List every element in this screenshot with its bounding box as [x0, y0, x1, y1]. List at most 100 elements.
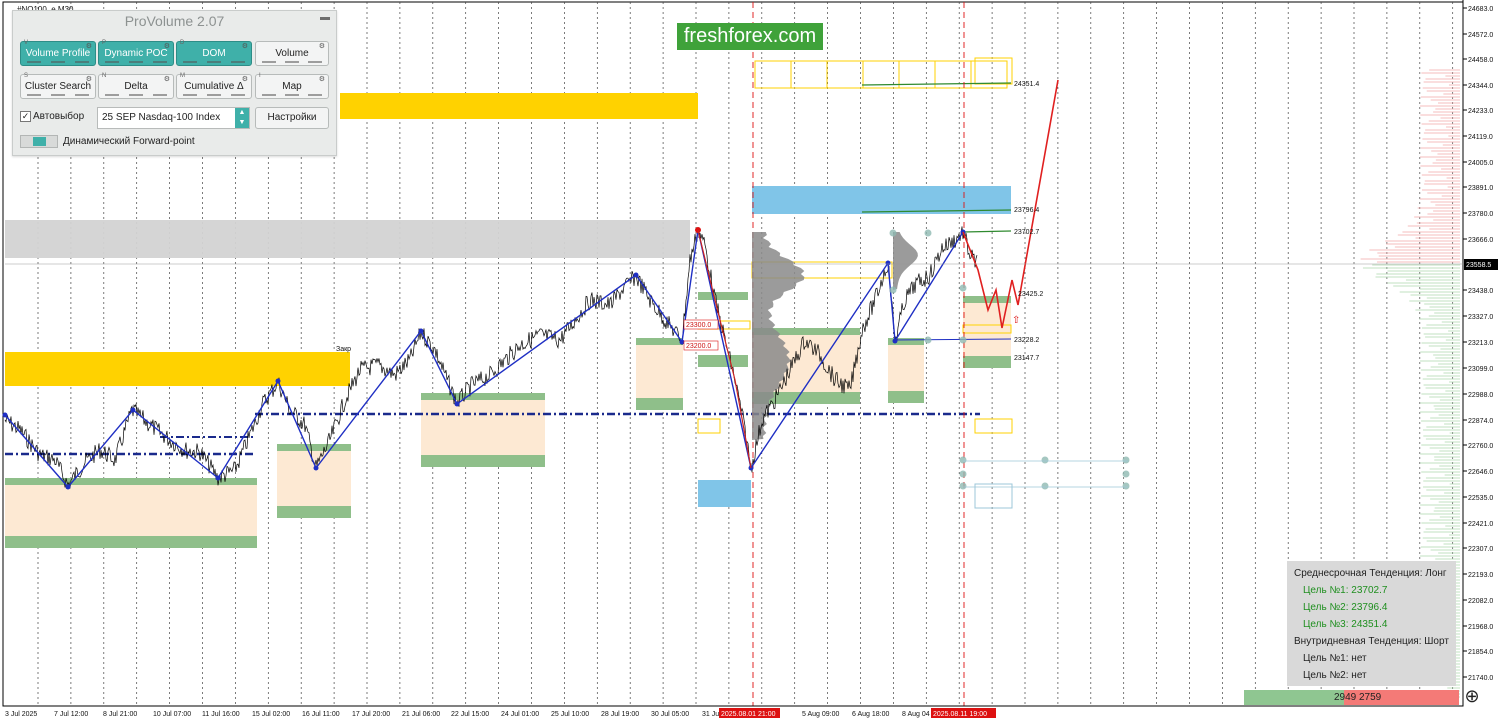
- forward-point-marker: [1041, 482, 1049, 490]
- level-label-23796: 23796.4: [1014, 207, 1039, 214]
- time-tick-label: 22 Jul 15:00: [451, 711, 489, 718]
- liquidity-zone-bottom: [698, 480, 751, 507]
- dynamic-poc-button[interactable]: Dynamic POC P ⚙: [98, 40, 174, 66]
- map-button[interactable]: Map I ⚙: [255, 73, 329, 99]
- spinner-icon[interactable]: ▲ ▼: [235, 108, 249, 128]
- gear-icon[interactable]: ⚙: [163, 43, 170, 50]
- price-tick-label: 22193.0: [1468, 572, 1493, 579]
- instrument-select[interactable]: 25 SEP Nasdaq-100 Index ▲ ▼: [97, 107, 250, 129]
- forward-point-toggle[interactable]: [20, 135, 58, 148]
- volume-zone-top: [5, 478, 257, 485]
- level-label-24351: 24351.4: [1014, 81, 1039, 88]
- forward-point-marker: [889, 229, 897, 237]
- volume-zone-top: [277, 444, 351, 451]
- price-tick-label: 22760.0: [1468, 443, 1493, 450]
- forward-point-marker: [959, 284, 967, 292]
- close-label: Закр: [336, 346, 351, 353]
- forward-point-marker: [889, 286, 897, 294]
- volume-button[interactable]: Volume ⚙: [255, 41, 329, 66]
- demand-zone: [5, 352, 350, 386]
- mid-trend-title: Среднесрочная Тенденция: Лонг: [1294, 568, 1447, 579]
- price-tick-label: 23099.0: [1468, 366, 1493, 373]
- price-tick-label: 22421.0: [1468, 521, 1493, 528]
- current-price-marker: [1464, 259, 1498, 270]
- volume-profile-label: Volume Profile: [25, 48, 91, 59]
- settings-button[interactable]: Настройки: [255, 107, 329, 129]
- indicator-dots: [183, 61, 245, 63]
- intra-target-1: Цель №1: нет: [1303, 653, 1367, 664]
- autoselect-checkbox[interactable]: ✓: [20, 111, 31, 122]
- time-tick-label: 10 Jul 07:00: [153, 711, 191, 718]
- forward-point-label: Динамический Forward-point: [63, 136, 195, 147]
- target-box: [826, 60, 864, 89]
- resistance-zone: [5, 220, 690, 258]
- indicator-dots: [27, 61, 89, 63]
- delta-button[interactable]: Delta N ⚙: [98, 73, 174, 99]
- cumulative-delta-button[interactable]: Cumulative Δ M ⚙: [176, 73, 252, 99]
- delta-label: Delta: [124, 81, 148, 92]
- time-tick-label: 21 Jul 06:00: [402, 711, 440, 718]
- forward-point-marker: [1041, 456, 1049, 464]
- volume-zone-bottom: [752, 392, 860, 404]
- gear-icon[interactable]: ⚙: [318, 76, 325, 83]
- gear-icon[interactable]: ⚙: [241, 76, 248, 83]
- map-label: Map: [282, 81, 302, 92]
- time-highlight-label: 2025.08.01 21:00: [721, 711, 776, 718]
- level-label-23228: 23228.2: [1014, 337, 1039, 344]
- zigzag-point: [633, 272, 639, 278]
- hotkey-tag: N: [102, 73, 107, 79]
- indicator-dots: [262, 94, 322, 96]
- indicator-dots: [105, 61, 167, 63]
- volume-zone: [421, 393, 545, 467]
- forecast-path: [962, 79, 1059, 329]
- sell-volume: 2759: [1359, 692, 1382, 703]
- volume-zone: [277, 444, 351, 518]
- gear-icon[interactable]: ⚙: [85, 76, 92, 83]
- time-tick-label: 8 Aug 04: [902, 711, 930, 718]
- gear-icon[interactable]: ⚙: [241, 43, 248, 50]
- time-tick-label: 3 Jul 2025: [5, 711, 37, 718]
- dynamic-poc-label: Dynamic POC: [104, 48, 168, 59]
- zigzag-point: [885, 260, 891, 266]
- intra-trend-title: Внутридневная Тенденция: Шорт: [1294, 636, 1449, 647]
- price-tick-label: 22307.0: [1468, 546, 1493, 553]
- minimize-icon[interactable]: [320, 17, 330, 20]
- time-tick-label: 5 Aug 09:00: [802, 711, 839, 718]
- price-tick-label: 24344.0: [1468, 83, 1493, 90]
- time-tick-label: 31 Jul: [702, 711, 721, 718]
- level-line: [861, 82, 1012, 86]
- price-tick-label: 23213.0: [1468, 340, 1493, 347]
- gear-icon[interactable]: ⚙: [318, 43, 325, 50]
- time-highlight: [931, 708, 996, 718]
- mid-target-2: Цель №2: 23796.4: [1303, 602, 1388, 613]
- gear-icon[interactable]: ⚙: [163, 76, 170, 83]
- level-label-23425: 23425.2: [1018, 291, 1043, 298]
- price-box-label: 23200.0: [686, 343, 711, 350]
- volume-profile-button[interactable]: Volume Profile V ⚙: [20, 40, 96, 66]
- time-tick-label: 30 Jul 05:00: [651, 711, 689, 718]
- dom-button[interactable]: DOM D ⚙: [176, 40, 252, 66]
- volume-zone-bottom: [421, 455, 545, 467]
- buy-volume: 2949: [1334, 692, 1357, 703]
- price-tick-label: 22535.0: [1468, 495, 1493, 502]
- price-tick-label: 23438.0: [1468, 288, 1493, 295]
- zigzag-point: [679, 339, 685, 345]
- time-tick-label: 6 Aug 18:00: [852, 711, 889, 718]
- gear-icon[interactable]: ⚙: [85, 43, 92, 50]
- level-line: [892, 338, 1012, 341]
- cluster-search-button[interactable]: Cluster Search S ⚙: [20, 73, 96, 99]
- supply-zone: [340, 93, 698, 119]
- down-leg: [697, 229, 752, 469]
- time-tick-label: 15 Jul 02:00: [252, 711, 290, 718]
- volume-zone-top: [421, 393, 545, 400]
- liquidity-zone-top: [752, 186, 1011, 214]
- current-price-label: 23558.5: [1466, 262, 1491, 269]
- volume-zone-top: [963, 296, 1011, 303]
- zigzag-point: [275, 378, 281, 384]
- target-box: [974, 57, 1013, 85]
- hotkey-tag: V: [24, 40, 29, 46]
- zoom-icon[interactable]: ⊕: [1464, 686, 1480, 706]
- zigzag-point: [418, 328, 424, 334]
- target-box: [974, 418, 1013, 434]
